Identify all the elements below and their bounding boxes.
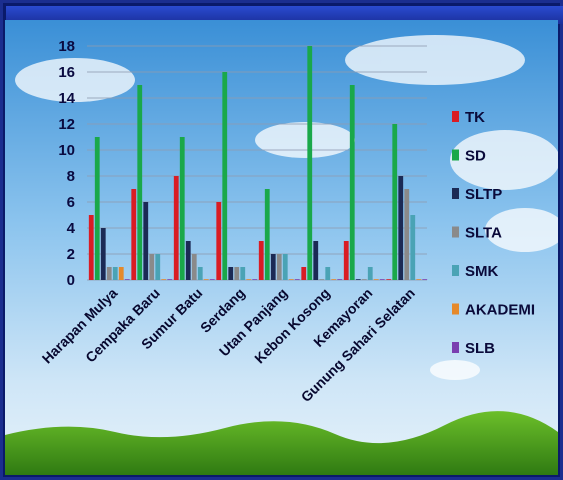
bar-sltp-1 xyxy=(100,228,106,280)
bar-slta-1 xyxy=(106,267,112,280)
y-tick-label: 4 xyxy=(67,220,76,237)
bar-sd-7 xyxy=(349,85,355,280)
bar-tk-3 xyxy=(173,176,179,280)
y-tick-label: 18 xyxy=(58,38,75,55)
legend-swatch-akademi xyxy=(452,303,459,315)
legend-swatch-smk xyxy=(452,265,459,276)
legend-swatch-slb xyxy=(452,342,459,353)
legend-label-smk: SMK xyxy=(465,263,499,280)
bar-smk-8 xyxy=(410,215,416,280)
bar-akademi-3 xyxy=(203,279,209,280)
bar-akademi-5 xyxy=(288,279,294,280)
y-tick-label: 0 xyxy=(67,272,75,289)
bar-akademi-2 xyxy=(161,279,167,280)
bar-slb-3 xyxy=(209,279,215,280)
y-tick-label: 2 xyxy=(67,246,75,263)
legend-swatch-sltp xyxy=(452,188,459,199)
y-tick-label: 8 xyxy=(67,168,75,185)
legend-swatch-slta xyxy=(452,226,459,238)
bar-slta-5 xyxy=(276,254,282,280)
bar-tk-6 xyxy=(301,267,307,280)
bar-sltp-3 xyxy=(185,241,191,280)
bar-slta-4 xyxy=(234,267,240,280)
bar-slb-5 xyxy=(294,279,300,280)
bar-slb-7 xyxy=(379,279,385,280)
bar-sd-4 xyxy=(222,72,228,280)
bar-sd-8 xyxy=(392,124,398,280)
bars xyxy=(88,46,428,280)
bar-slb-2 xyxy=(167,279,173,280)
bar-sltp-6 xyxy=(313,241,319,280)
title-bar xyxy=(6,6,563,24)
bar-tk-2 xyxy=(131,189,137,280)
bar-sd-1 xyxy=(94,137,100,280)
bar-akademi-1 xyxy=(118,267,124,280)
bar-smk-2 xyxy=(155,254,161,280)
y-tick-label: 6 xyxy=(67,194,75,211)
bar-slta-8 xyxy=(404,189,410,280)
bar-sltp-4 xyxy=(228,267,234,280)
legend-label-sltp: SLTP xyxy=(465,186,502,203)
bar-tk-5 xyxy=(258,241,264,280)
bar-akademi-7 xyxy=(373,279,379,280)
bar-smk-6 xyxy=(325,267,331,280)
legend: TK SD SLTP SLTA SMK AKADEMI SLB xyxy=(452,109,535,357)
bar-slb-4 xyxy=(252,279,258,280)
bar-sd-2 xyxy=(137,85,143,280)
bar-smk-1 xyxy=(112,267,118,280)
bar-slta-3 xyxy=(191,254,197,280)
bar-tk-4 xyxy=(216,202,222,280)
bar-smk-5 xyxy=(282,254,288,280)
bar-sltp-5 xyxy=(270,254,276,280)
bar-akademi-4 xyxy=(246,279,252,280)
legend-label-akademi: AKADEMI xyxy=(465,302,535,319)
bar-slb-8 xyxy=(422,279,428,280)
bar-sd-3 xyxy=(179,137,185,280)
legend-label-slta: SLTA xyxy=(465,225,502,242)
bar-akademi-8 xyxy=(416,279,422,280)
bar-sltp-7 xyxy=(355,279,361,280)
legend-swatch-tk xyxy=(452,111,459,122)
bar-tk-7 xyxy=(343,241,349,280)
bar-slta-2 xyxy=(149,254,155,280)
bar-tk-8 xyxy=(386,279,392,280)
bar-slb-1 xyxy=(124,279,130,280)
y-axis: 0 2 4 6 8 10 12 14 16 18 xyxy=(58,38,75,289)
legend-label-tk: TK xyxy=(465,109,485,126)
y-tick-label: 14 xyxy=(58,90,75,107)
bar-smk-4 xyxy=(240,267,246,280)
bar-slb-6 xyxy=(337,279,343,280)
bar-sd-5 xyxy=(264,189,270,280)
legend-label-sd: SD xyxy=(465,148,486,165)
bar-sltp-2 xyxy=(143,202,149,280)
bar-akademi-6 xyxy=(331,279,337,280)
bar-smk-3 xyxy=(197,267,203,280)
legend-swatch-sd xyxy=(452,149,459,161)
bar-sd-6 xyxy=(307,46,313,280)
bar-slta-6 xyxy=(319,279,325,280)
y-tick-label: 10 xyxy=(58,142,75,159)
bar-sltp-8 xyxy=(398,176,404,280)
bar-smk-7 xyxy=(367,267,373,280)
bar-slta-7 xyxy=(361,279,367,280)
grass-strip xyxy=(5,411,558,475)
legend-label-slb: SLB xyxy=(465,340,495,357)
bar-tk-1 xyxy=(88,215,94,280)
y-tick-label: 16 xyxy=(58,64,75,81)
y-tick-label: 12 xyxy=(58,116,75,133)
chart-area: 0 2 4 6 8 10 12 14 16 18 Harapan Mulya Cempaka Bar… xyxy=(5,20,563,475)
